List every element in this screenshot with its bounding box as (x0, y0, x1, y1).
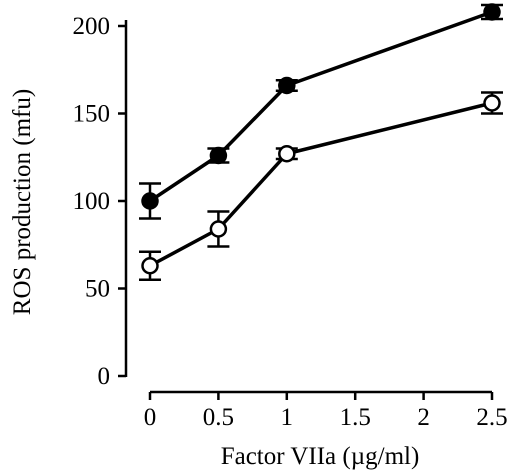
y-tick-label: 100 (73, 188, 111, 215)
x-tick-label: 0.5 (203, 404, 234, 431)
x-tick-label: 1.5 (340, 404, 371, 431)
series-1-point (209, 146, 228, 165)
series-2-point (483, 94, 501, 112)
series-1-point (483, 3, 501, 21)
x-tick-label: 0 (144, 404, 157, 431)
series-2-point (209, 220, 228, 238)
axes (124, 20, 492, 394)
x-tick-label: 2.5 (476, 404, 507, 431)
y-ticks: 0 50 100 150 200 (73, 13, 126, 390)
y-tick-label: 0 (98, 363, 111, 390)
plot-area (139, 3, 503, 281)
x-tick-label: 2 (417, 404, 430, 431)
series-2-point (278, 145, 296, 163)
x-tick-label: 1 (281, 404, 294, 431)
series-1-line (149, 10, 493, 203)
series-2-point (141, 257, 159, 275)
x-axis-title: Factor VIIa (µg/ml) (221, 443, 420, 470)
y-tick-label: 50 (85, 276, 110, 303)
series-2-line (149, 101, 493, 268)
y-tick-label: 150 (73, 101, 111, 128)
x-ticks: 0 0.5 1 1.5 2 2.5 (144, 392, 508, 431)
y-tick-label: 200 (73, 13, 111, 40)
series-1-point (278, 76, 296, 95)
series-1-point (141, 192, 159, 210)
y-axis-title: ROS production (mfu) (9, 89, 36, 315)
